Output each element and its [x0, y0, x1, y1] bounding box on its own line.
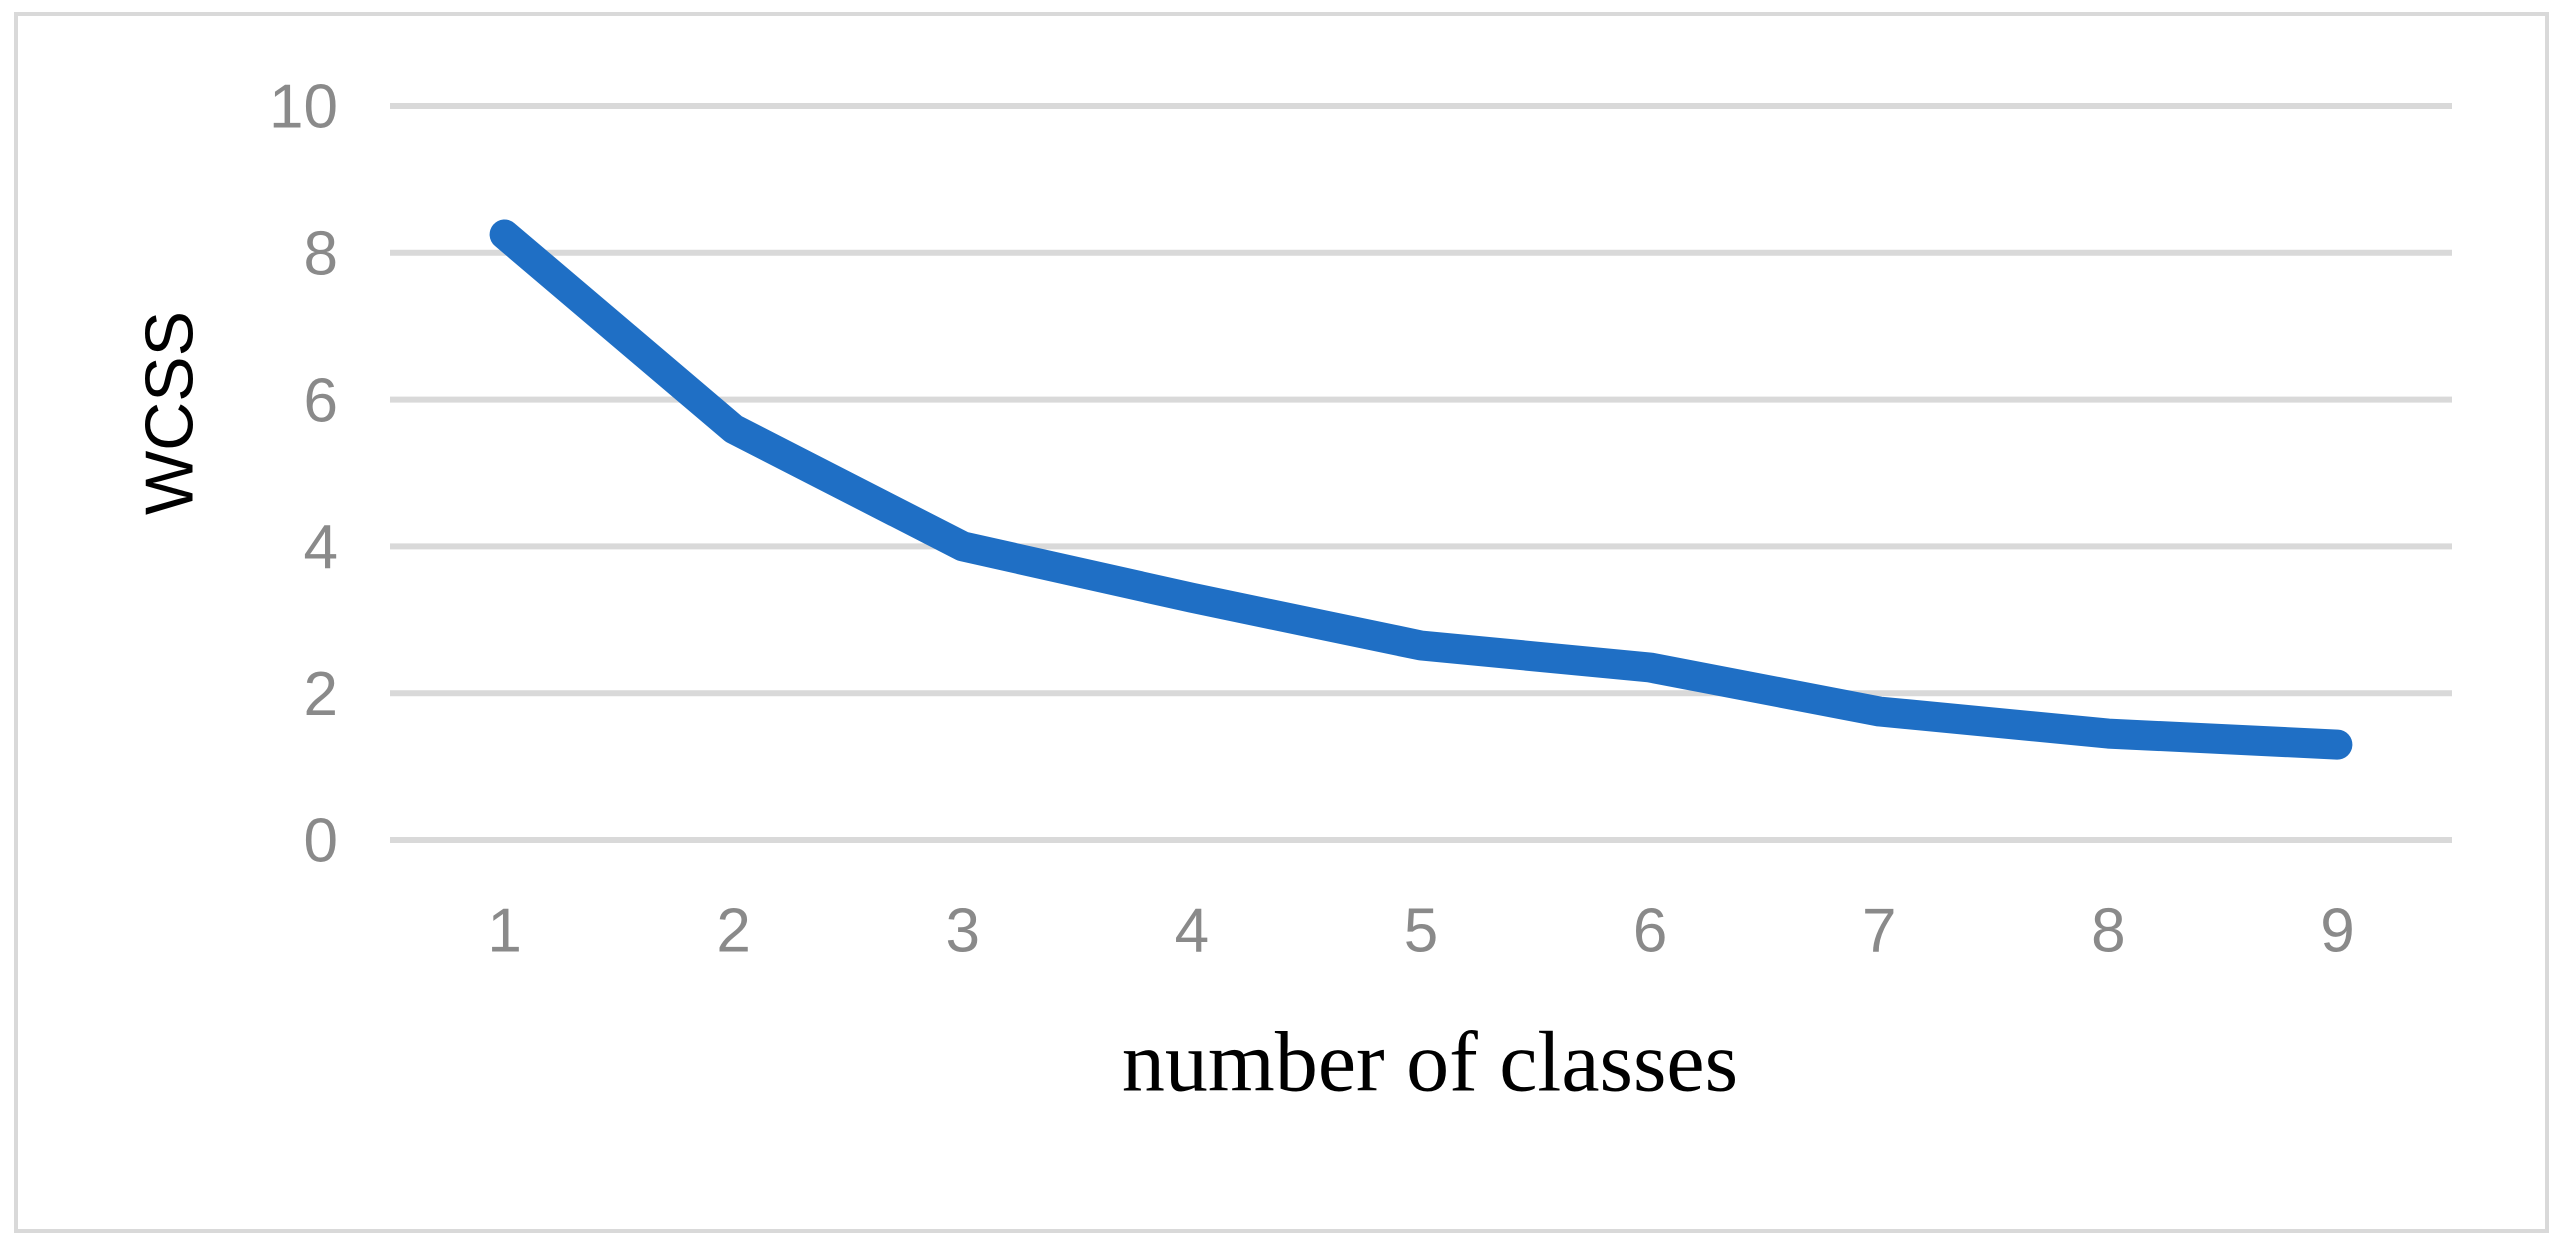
chart-border-frame [14, 12, 2549, 1233]
y-tick-label-6: 6 [304, 366, 338, 435]
y-tick-label-2: 2 [304, 660, 338, 729]
x-tick-label-4: 4 [1175, 897, 1209, 966]
x-tick-label-7: 7 [1862, 897, 1896, 966]
x-tick-label-6: 6 [1633, 897, 1667, 966]
y-axis-title: WCSS [131, 311, 207, 515]
wcss-series-line [489, 219, 2353, 760]
y-tick-label-10: 10 [269, 73, 338, 142]
x-tick-label-2: 2 [716, 897, 750, 966]
x-axis-title: number of classes [1122, 1013, 1738, 1109]
x-tick-label-3: 3 [946, 897, 980, 966]
y-tick-label-0: 0 [304, 807, 338, 876]
x-tick-label-1: 1 [487, 897, 521, 966]
x-tick-label-5: 5 [1404, 897, 1438, 966]
y-axis-tick-labels: 0 2 4 6 8 10 [269, 73, 338, 876]
y-tick-label-8: 8 [304, 220, 338, 289]
y-tick-label-4: 4 [304, 513, 338, 582]
x-tick-label-8: 8 [2091, 897, 2125, 966]
horizontal-gridlines [390, 103, 2452, 843]
x-axis-tick-labels: 1 2 3 4 5 6 7 8 9 [487, 897, 2354, 966]
x-tick-label-9: 9 [2320, 897, 2354, 966]
